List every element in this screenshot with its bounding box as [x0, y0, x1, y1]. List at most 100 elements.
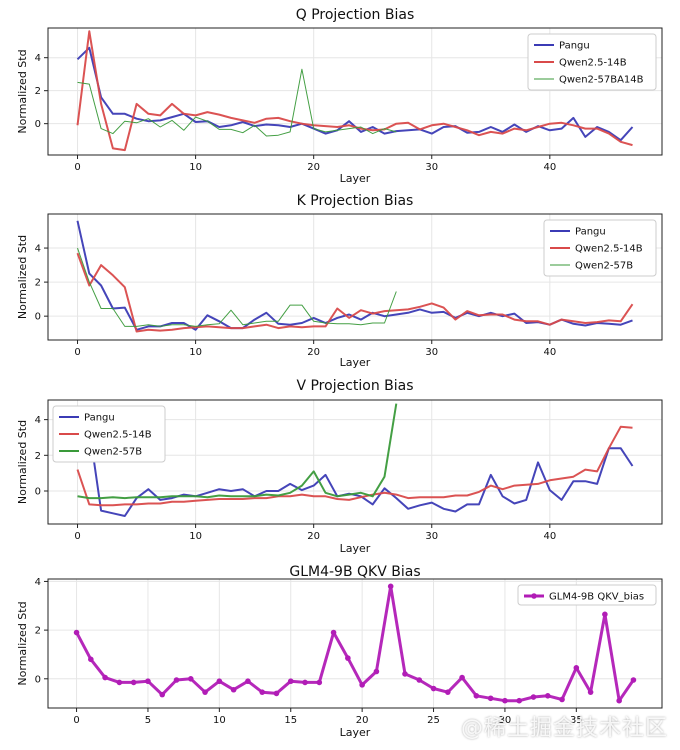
- legend-label: Pangu: [559, 41, 590, 52]
- y-tick-label: 2: [35, 86, 41, 97]
- data-point: [445, 689, 451, 695]
- x-tick-label: 20: [307, 347, 320, 358]
- plot-frame: [47, 27, 663, 156]
- series-line-1: [75, 584, 635, 703]
- legend-label: Qwen2.5-14B: [575, 244, 643, 255]
- data-point: [145, 678, 151, 685]
- data-point: [259, 689, 265, 695]
- data-point: [173, 677, 180, 683]
- chart-panel-3: 0 10 20 30 40 0 2 4 V Projection Bias Layer Normal…: [16, 378, 663, 555]
- data-point: [159, 691, 166, 698]
- data-point: [430, 685, 437, 692]
- legend-box: [517, 584, 657, 606]
- x-axis-label: Layer: [340, 356, 371, 369]
- data-point: [202, 689, 208, 695]
- legend-box: [52, 405, 166, 463]
- data-point: [544, 693, 551, 699]
- y-tick-label: 2: [35, 278, 41, 289]
- x-tick-label: 5: [145, 715, 151, 726]
- x-tick-label: 30: [425, 347, 438, 358]
- x-tick-label: 25: [427, 715, 440, 726]
- data-point: [473, 693, 480, 699]
- x-axis-label: Layer: [340, 726, 371, 739]
- data-point: [387, 583, 394, 590]
- plot-frame: [47, 213, 663, 341]
- legend-label: Pangu: [575, 227, 606, 238]
- x-tick-label: 15: [284, 715, 297, 726]
- data-point: [402, 671, 408, 677]
- x-tick-label: 40: [543, 347, 556, 358]
- series-line-3: [77, 68, 397, 137]
- x-tick-label: 10: [189, 162, 202, 173]
- data-point: [330, 629, 337, 636]
- chart-title: V Projection Bias: [296, 378, 413, 394]
- legend-label: Qwen2-57BA14B: [559, 75, 644, 86]
- legend-marker: [531, 593, 537, 599]
- legend: Pangu Qwen2.5-14B Qwen2-57B: [543, 219, 657, 277]
- x-tick-label: 20: [307, 162, 320, 173]
- data-point: [230, 686, 237, 693]
- plot-frame: [47, 578, 663, 709]
- data-point: [373, 668, 380, 675]
- data-point: [602, 611, 608, 618]
- chart-panel-1: 0 10 20 30 40 0 2 4 Q Projection Bias Layer Normal…: [16, 7, 663, 185]
- x-tick-label: 0: [74, 531, 80, 542]
- x-tick-label: 0: [73, 715, 79, 726]
- legend-box: [543, 219, 657, 277]
- x-tick-label: 20: [307, 531, 320, 542]
- y-axis-label: Normalized Std: [16, 601, 29, 685]
- y-axis-label: Normalized Std: [16, 235, 29, 319]
- data-point: [287, 678, 294, 685]
- watermark: @稀土掘金技术社区: [460, 716, 668, 741]
- y-axis-label: Normalized Std: [16, 420, 29, 504]
- data-point: [573, 665, 580, 671]
- data-point: [345, 655, 351, 661]
- data-point: [530, 694, 537, 700]
- x-axis-label: Layer: [340, 172, 371, 185]
- data-point: [559, 696, 565, 703]
- data-point: [187, 675, 194, 682]
- legend-box: [527, 33, 657, 91]
- y-tick-label: 4: [35, 244, 41, 255]
- legend-label: Qwen2-57B: [575, 261, 633, 272]
- chart-title: K Projection Bias: [297, 193, 414, 209]
- data-point: [245, 678, 251, 685]
- data-point: [459, 674, 465, 681]
- x-tick-label: 10: [213, 715, 226, 726]
- y-axis-label: Normalized Std: [16, 49, 29, 133]
- data-point: [130, 679, 137, 686]
- data-point: [73, 629, 80, 636]
- data-point: [487, 695, 494, 702]
- y-tick-label: 4: [35, 53, 41, 64]
- x-tick-label: 30: [499, 715, 512, 726]
- x-tick-label: 20: [356, 715, 369, 726]
- x-tick-label: 35: [570, 715, 583, 726]
- legend-label: GLM4-9B QKV_bias: [549, 592, 644, 603]
- chart-panel-4: 0 5 10 15 20 25 30 35 0 2 4 GLM4-9B QKV Bias Layer No…: [16, 564, 663, 739]
- x-tick-label: 30: [425, 531, 438, 542]
- legend: GLM4-9B QKV_bias: [517, 584, 657, 606]
- series-line-3: [77, 247, 397, 327]
- data-point: [416, 677, 423, 683]
- series-line-3: [77, 403, 398, 500]
- data-point: [273, 690, 280, 697]
- data-point: [316, 679, 323, 686]
- data-point: [616, 697, 622, 704]
- y-tick-label: 0: [35, 674, 41, 685]
- y-tick-label: 0: [35, 486, 41, 497]
- data-point: [88, 656, 94, 663]
- legend-label: Qwen2.5-14B: [84, 430, 152, 441]
- plot-frame: [47, 399, 663, 525]
- x-tick-label: 10: [189, 531, 202, 542]
- data-point: [516, 697, 523, 704]
- x-axis-label: Layer: [340, 542, 371, 555]
- y-tick-label: 2: [35, 451, 41, 462]
- chart-title: Q Projection Bias: [296, 7, 415, 23]
- data-point: [359, 682, 365, 688]
- legend-label: Qwen2-57B: [84, 447, 142, 458]
- y-tick-label: 4: [35, 577, 41, 588]
- legend: Pangu Qwen2.5-14B Qwen2-57B: [52, 405, 166, 463]
- legend: Pangu Qwen2.5-14B Qwen2-57BA14B: [527, 33, 657, 91]
- x-tick-label: 0: [74, 347, 80, 358]
